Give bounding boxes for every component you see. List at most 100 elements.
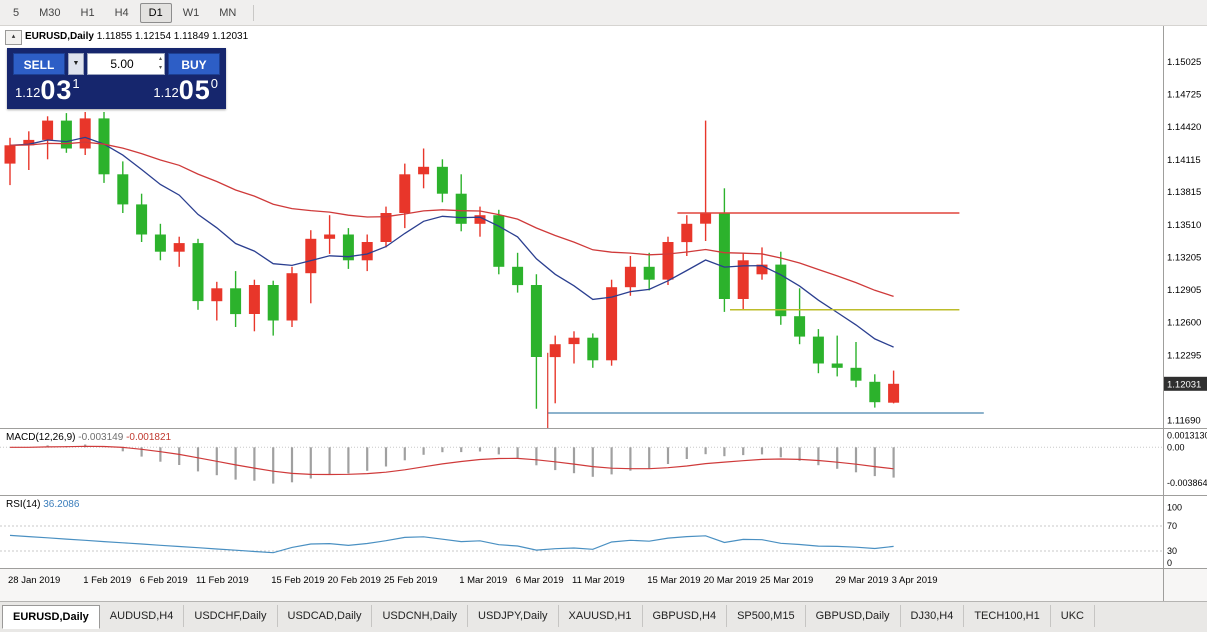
spinner-up-icon[interactable]: ▴	[158, 56, 162, 62]
svg-text:0.00: 0.00	[1167, 442, 1185, 452]
chart-tab-USDJPY-Daily[interactable]: USDJPY,Daily	[468, 605, 559, 627]
timeframe-button-H1[interactable]: H1	[80, 6, 95, 19]
collapse-icon: ▴	[11, 33, 16, 40]
toolbar-separator	[253, 4, 255, 21]
chart-tabs-bar: EURUSD,Daily AUDUSD,H4 USDCHF,Daily USDCAD,…	[0, 601, 1207, 632]
pane-separator[interactable]	[0, 428, 1207, 429]
chart-tab-EURUSD-Daily[interactable]: EURUSD,Daily	[2, 605, 100, 629]
timeframe-button-M30[interactable]: M30	[39, 6, 61, 19]
timeframe-button-MN[interactable]: MN	[219, 6, 237, 19]
svg-text:6 Feb 2019: 6 Feb 2019	[140, 575, 188, 586]
rsi-name: RSI(14)	[6, 499, 41, 510]
one-click-trade-panel: SELL ▼ ▴ ▾ BUY 1.12 03 1 1.12 05 0	[7, 48, 226, 109]
price-chart-canvas[interactable]: 1.15025 1.14725 1.14420 1.14115 1.13815 1.135…	[0, 26, 1207, 428]
rsi-line	[9, 534, 894, 554]
chart-tab-USDCAD-Daily[interactable]: USDCAD,Daily	[278, 605, 373, 627]
macd-pane-canvas[interactable]: 0.0013130 0.00 -0.0038640	[0, 429, 1207, 495]
svg-text:15 Mar 2019: 15 Mar 2019	[647, 575, 700, 586]
spinner-down-icon[interactable]: ▾	[158, 65, 162, 71]
svg-text:29 Mar 2019: 29 Mar 2019	[835, 575, 888, 586]
svg-text:11 Mar 2019: 11 Mar 2019	[572, 575, 625, 586]
buy-price-big: 05	[178, 75, 211, 105]
sell-price-pip: 1	[72, 76, 80, 91]
chart-tab-GBPUSD-Daily[interactable]: GBPUSD,Daily	[806, 605, 901, 627]
svg-text:20 Mar 2019: 20 Mar 2019	[704, 575, 757, 586]
svg-text:70: 70	[1167, 521, 1177, 531]
svg-text:1.12905: 1.12905	[1167, 285, 1201, 296]
svg-text:1.14420: 1.14420	[1167, 122, 1201, 133]
volume-input[interactable]	[88, 54, 164, 74]
chart-tab-GBPUSD-H4[interactable]: GBPUSD,H4	[643, 605, 728, 627]
svg-text:0: 0	[1167, 558, 1172, 568]
svg-text:1.13205: 1.13205	[1167, 253, 1201, 264]
rsi-label: RSI(14) 36.2086	[6, 499, 79, 510]
buy-price: 1.12 05 0	[153, 75, 218, 105]
svg-text:1.13815: 1.13815	[1167, 187, 1201, 198]
pane-separator[interactable]	[0, 495, 1207, 496]
macd-name: MACD(12,26,9)	[6, 432, 76, 443]
svg-text:1.14725: 1.14725	[1167, 89, 1201, 100]
buy-price-pip: 0	[210, 76, 218, 91]
timeframe-button-5[interactable]: 5	[13, 6, 20, 19]
pane-separator	[0, 568, 1207, 569]
chart-title: EURUSD,Daily 1.11855 1.12154 1.11849 1.1…	[25, 31, 248, 42]
chart-tab-USDCNH-Daily[interactable]: USDCNH,Daily	[372, 605, 469, 627]
sell-price-prefix: 1.12	[15, 85, 41, 100]
sell-price-big: 03	[40, 75, 73, 105]
macd-signal-value: -0.001821	[126, 432, 172, 443]
chart-tab-USDCHF-Daily[interactable]: USDCHF,Daily	[184, 605, 278, 627]
macd-signal-line	[10, 445, 894, 476]
chart-window: 1.15025 1.14725 1.14420 1.14115 1.13815 1.135…	[0, 26, 1207, 601]
ma-fast-line	[9, 136, 894, 348]
svg-text:1.15025: 1.15025	[1167, 57, 1201, 68]
chart-symbol-period: EURUSD,Daily	[25, 31, 94, 42]
timeframe-button-W1[interactable]: W1	[182, 6, 200, 19]
svg-text:-0.0038640: -0.0038640	[1167, 478, 1207, 488]
buy-button[interactable]: BUY	[168, 53, 220, 75]
rsi-value: 36.2086	[43, 499, 80, 510]
chart-ohlc-values: 1.11855 1.12154 1.11849 1.12031	[96, 31, 249, 42]
svg-text:3 Apr 2019: 3 Apr 2019	[892, 575, 938, 586]
svg-text:1.14115: 1.14115	[1167, 155, 1201, 166]
svg-text:1.12031: 1.12031	[1167, 379, 1201, 390]
candlesticks	[4, 112, 900, 409]
svg-text:25 Mar 2019: 25 Mar 2019	[760, 575, 813, 586]
ma-slow-line	[9, 141, 894, 298]
price-scale-labels[interactable]: 1.15025 1.14725 1.14420 1.14115 1.13815 1.135…	[1167, 57, 1201, 427]
svg-text:0.0013130: 0.0013130	[1167, 430, 1207, 440]
macd-histogram	[27, 444, 895, 484]
macd-main-value: -0.003149	[78, 432, 124, 443]
rsi-scale-labels: 100 70 30 0	[1167, 502, 1182, 568]
timeframe-button-D1[interactable]: D1	[139, 2, 172, 23]
svg-text:30: 30	[1167, 546, 1177, 556]
chart-tab-TECH100-H1[interactable]: TECH100,H1	[964, 605, 1051, 627]
rsi-pane-canvas[interactable]: 100 70 30 0	[0, 496, 1207, 568]
svg-text:20 Feb 2019: 20 Feb 2019	[328, 575, 381, 586]
svg-text:1.12295: 1.12295	[1167, 350, 1201, 361]
chart-tab-XAUUSD-H1[interactable]: XAUUSD,H1	[559, 605, 643, 627]
volume-spinner[interactable]: ▴ ▾	[159, 55, 162, 73]
current-price-badge: 1.12031	[1164, 376, 1207, 391]
sell-button[interactable]: SELL	[13, 53, 65, 75]
svg-text:6 Mar 2019: 6 Mar 2019	[516, 575, 564, 586]
collapse-trade-panel-button[interactable]: ▴	[5, 30, 22, 45]
svg-text:1 Mar 2019: 1 Mar 2019	[459, 575, 507, 586]
svg-text:1.11690: 1.11690	[1167, 416, 1201, 427]
macd-scale-labels: 0.0013130 0.00 -0.0038640	[1167, 430, 1207, 488]
svg-text:100: 100	[1167, 502, 1182, 512]
timeframe-button-H4[interactable]: H4	[114, 6, 129, 19]
chart-tab-UKC[interactable]: UKC	[1051, 605, 1095, 627]
chart-tab-SP500-M15[interactable]: SP500,M15	[727, 605, 806, 627]
volume-dropdown-button[interactable]: ▼	[68, 53, 84, 75]
chart-tab-DJ30-H4[interactable]: DJ30,H4	[901, 605, 965, 627]
svg-text:11 Feb 2019: 11 Feb 2019	[196, 575, 249, 586]
svg-text:15 Feb 2019: 15 Feb 2019	[271, 575, 324, 586]
timeframe-toolbar: 5 M30 H1 H4 D1 W1 MN	[0, 0, 1207, 26]
svg-text:1.12600: 1.12600	[1167, 318, 1201, 329]
time-axis[interactable]: 28 Jan 2019 1 Feb 2019 6 Feb 2019 11 Feb 20…	[0, 569, 1207, 601]
buy-price-prefix: 1.12	[153, 85, 179, 100]
volume-field-wrap: ▴ ▾	[87, 53, 165, 75]
svg-text:25 Feb 2019: 25 Feb 2019	[384, 575, 437, 586]
chart-tab-AUDUSD-H4[interactable]: AUDUSD,H4	[100, 605, 185, 627]
